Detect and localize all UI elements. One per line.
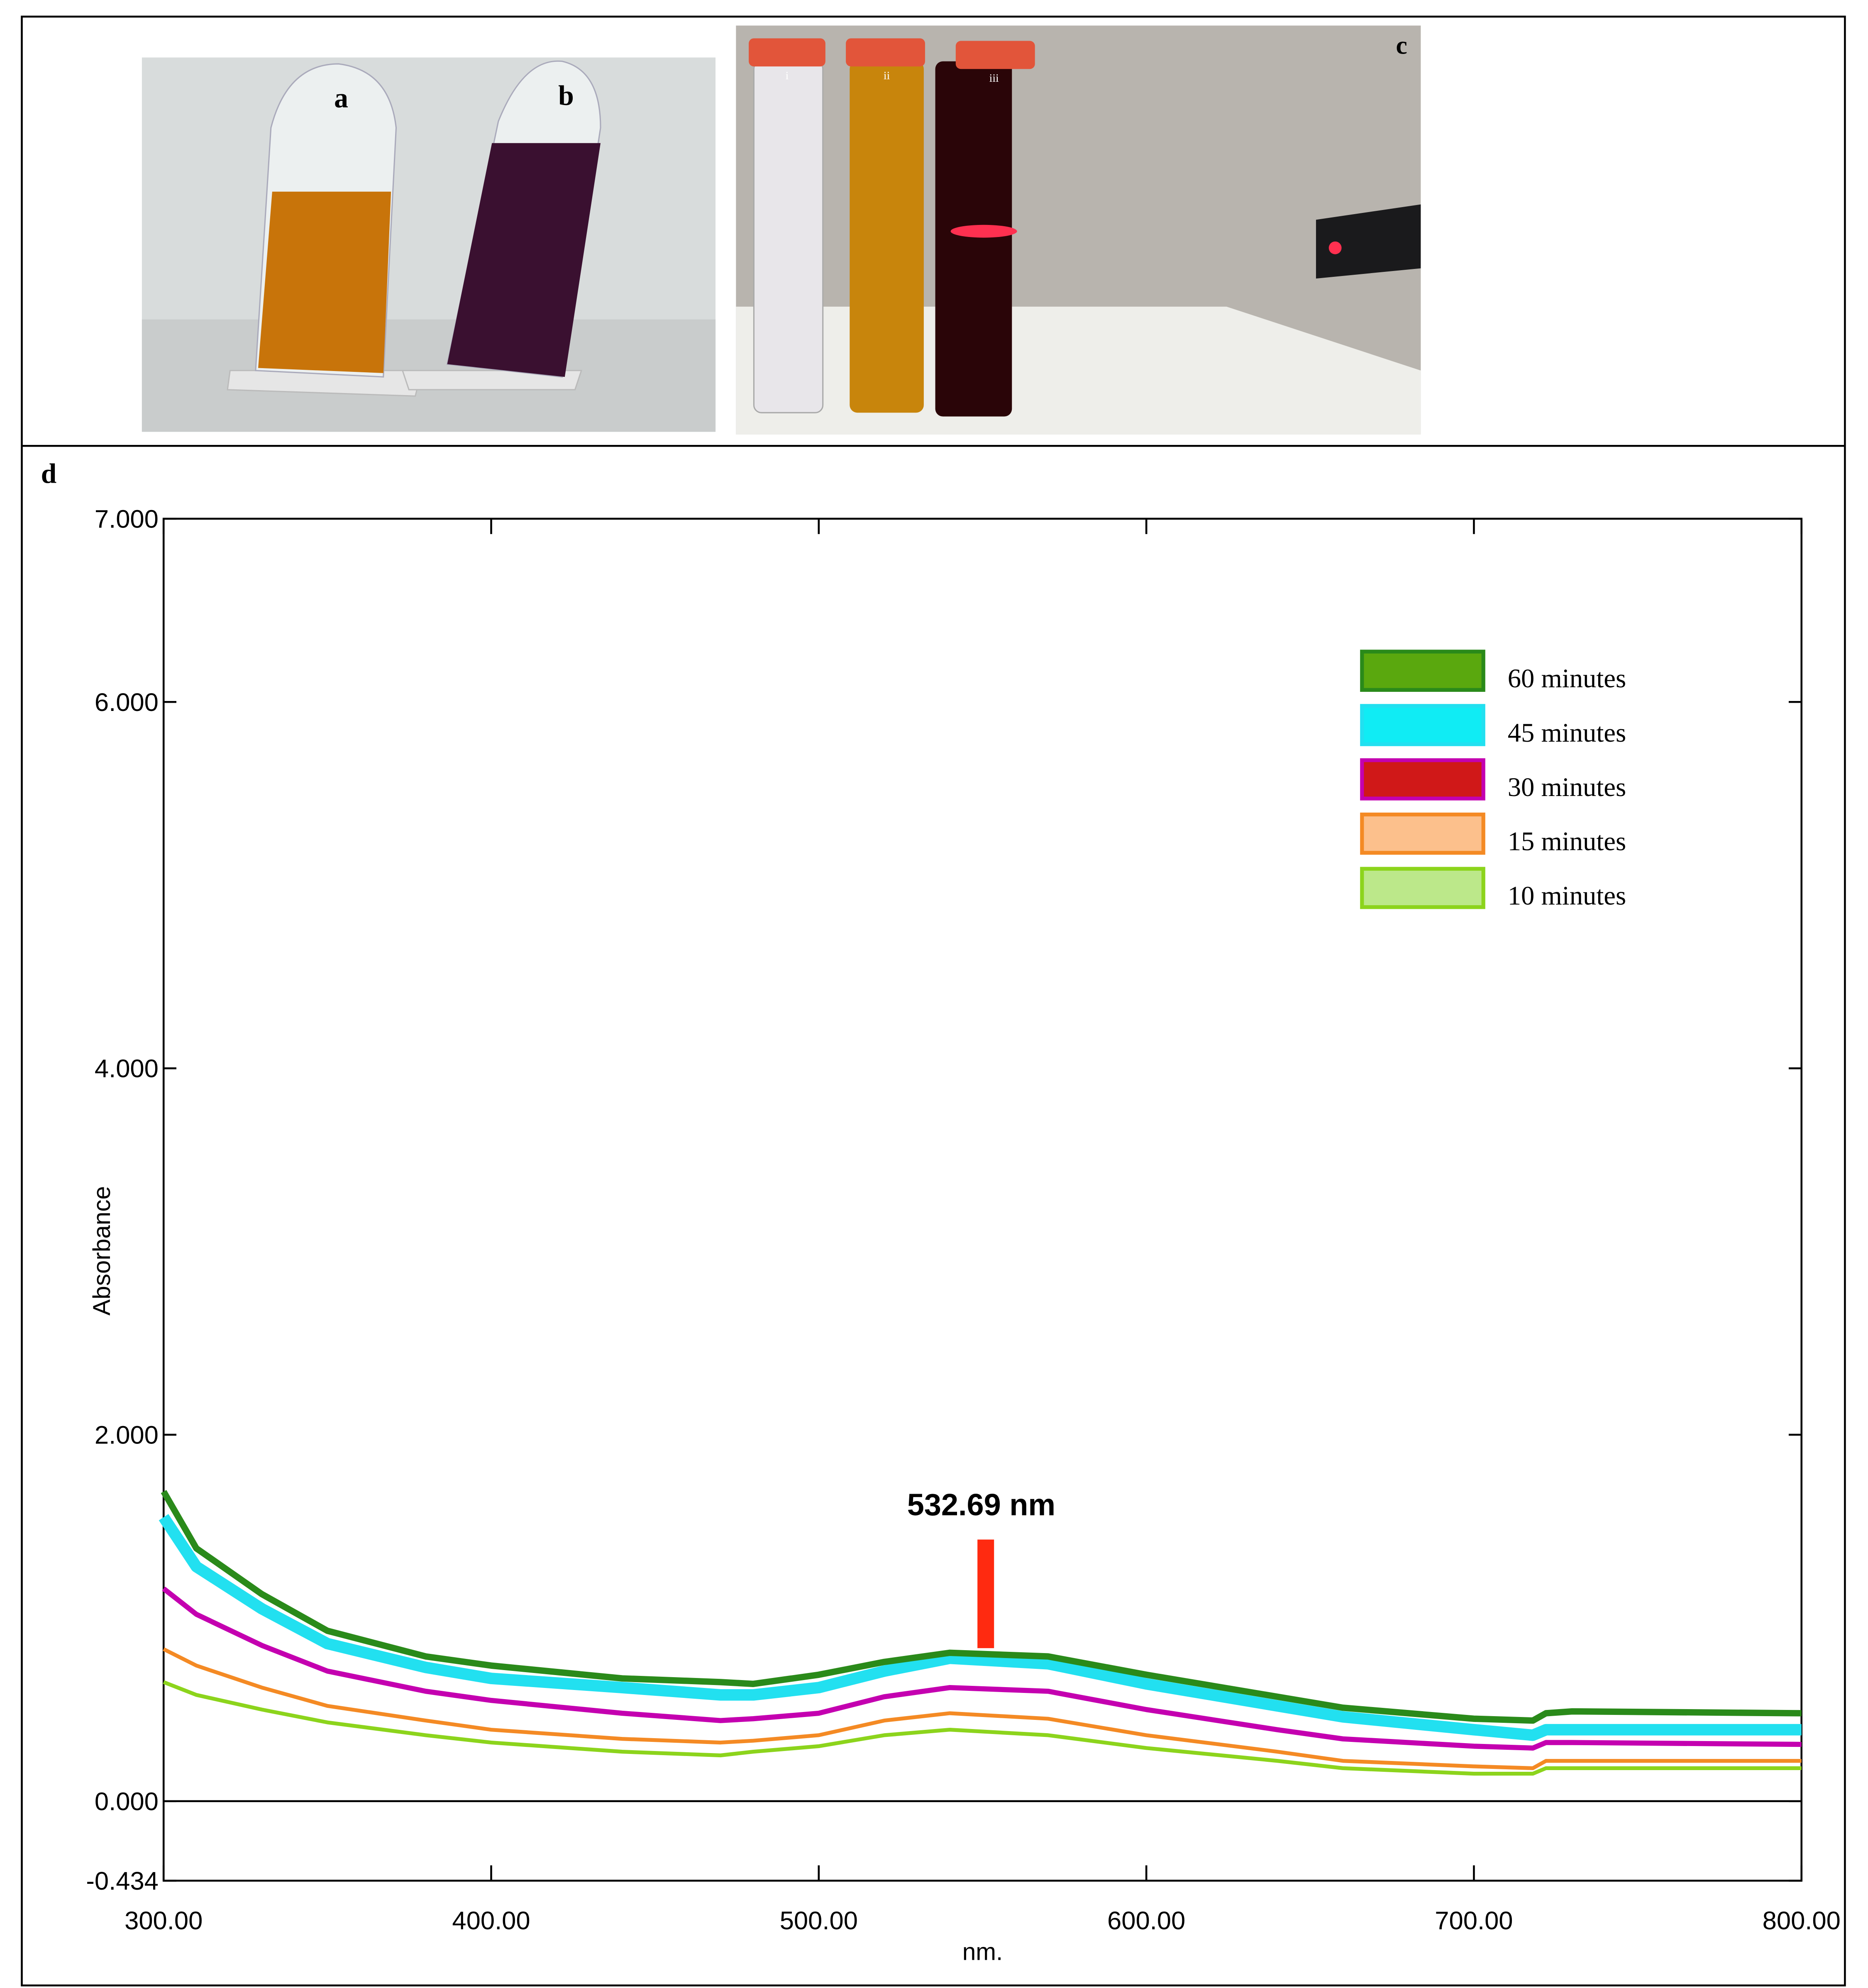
tube xyxy=(935,61,1012,417)
panel-label: c xyxy=(1396,31,1407,59)
legend-label: 15 minutes xyxy=(1508,826,1626,856)
legend-swatch xyxy=(1360,867,1485,909)
series-line xyxy=(162,1586,1802,1751)
legend-swatch xyxy=(1360,650,1485,692)
y-tick-label: 7.000 xyxy=(95,505,159,533)
tube xyxy=(753,61,824,413)
y-tick-label: 2.000 xyxy=(95,1421,159,1450)
series-line xyxy=(163,1680,1802,1776)
x-tick-label: 500.00 xyxy=(780,1906,858,1935)
photo-ab: a b xyxy=(142,57,716,432)
y-axis-label: Absorbance xyxy=(88,1186,115,1316)
tube-label: i xyxy=(786,69,789,82)
y-tick-label: 0.000 xyxy=(95,1787,159,1816)
tube-cap xyxy=(846,38,925,67)
tube-liquid xyxy=(447,143,601,377)
legend-label: 45 minutes xyxy=(1508,718,1626,747)
series-line xyxy=(163,1647,1802,1771)
legend-label: 10 minutes xyxy=(1508,881,1626,911)
laser-beam xyxy=(950,225,1017,238)
laser-dot xyxy=(1328,241,1342,254)
x-axis-label: nm. xyxy=(962,1938,1003,1965)
photo-c: c i ii iii xyxy=(736,25,1421,435)
x-tick-label: 600.00 xyxy=(1107,1906,1185,1935)
tube-cap xyxy=(749,38,825,67)
laser-pointer xyxy=(1316,204,1421,279)
chart: -0.434 0.000 2.000 4.000 6.000 7.000 300.00 400… xyxy=(86,505,1840,1965)
panel-label: b xyxy=(558,80,574,111)
x-tick-label: 400.00 xyxy=(452,1906,530,1935)
legend-swatch xyxy=(1360,812,1485,855)
plot-area xyxy=(162,518,1803,1882)
panel-label: d xyxy=(41,458,57,489)
series-line xyxy=(161,1490,1802,1724)
series-line xyxy=(159,1514,1802,1741)
x-tick-label: 300.00 xyxy=(125,1906,203,1935)
tube-label: iii xyxy=(989,71,999,84)
tube-label: ii xyxy=(884,69,890,82)
y-tick-label: -0.434 xyxy=(86,1867,159,1895)
legend-swatch xyxy=(1360,704,1485,746)
annotation-marker xyxy=(977,1539,994,1649)
annotation: 532.69 nm xyxy=(907,1487,1055,1522)
y-tick-label: 6.000 xyxy=(95,688,159,717)
tube xyxy=(850,61,924,413)
x-tick-label: 700.00 xyxy=(1435,1906,1513,1935)
tube-liquid xyxy=(258,191,391,373)
x-tick-label: 800.00 xyxy=(1763,1906,1841,1935)
legend-label: 30 minutes xyxy=(1508,772,1626,802)
panel-label: a xyxy=(334,83,348,114)
y-tick-label: 4.000 xyxy=(95,1055,159,1083)
tube-cap xyxy=(955,41,1035,69)
legend-swatch xyxy=(1360,758,1485,801)
legend-label: 60 minutes xyxy=(1508,663,1626,693)
frame xyxy=(21,15,1846,1987)
